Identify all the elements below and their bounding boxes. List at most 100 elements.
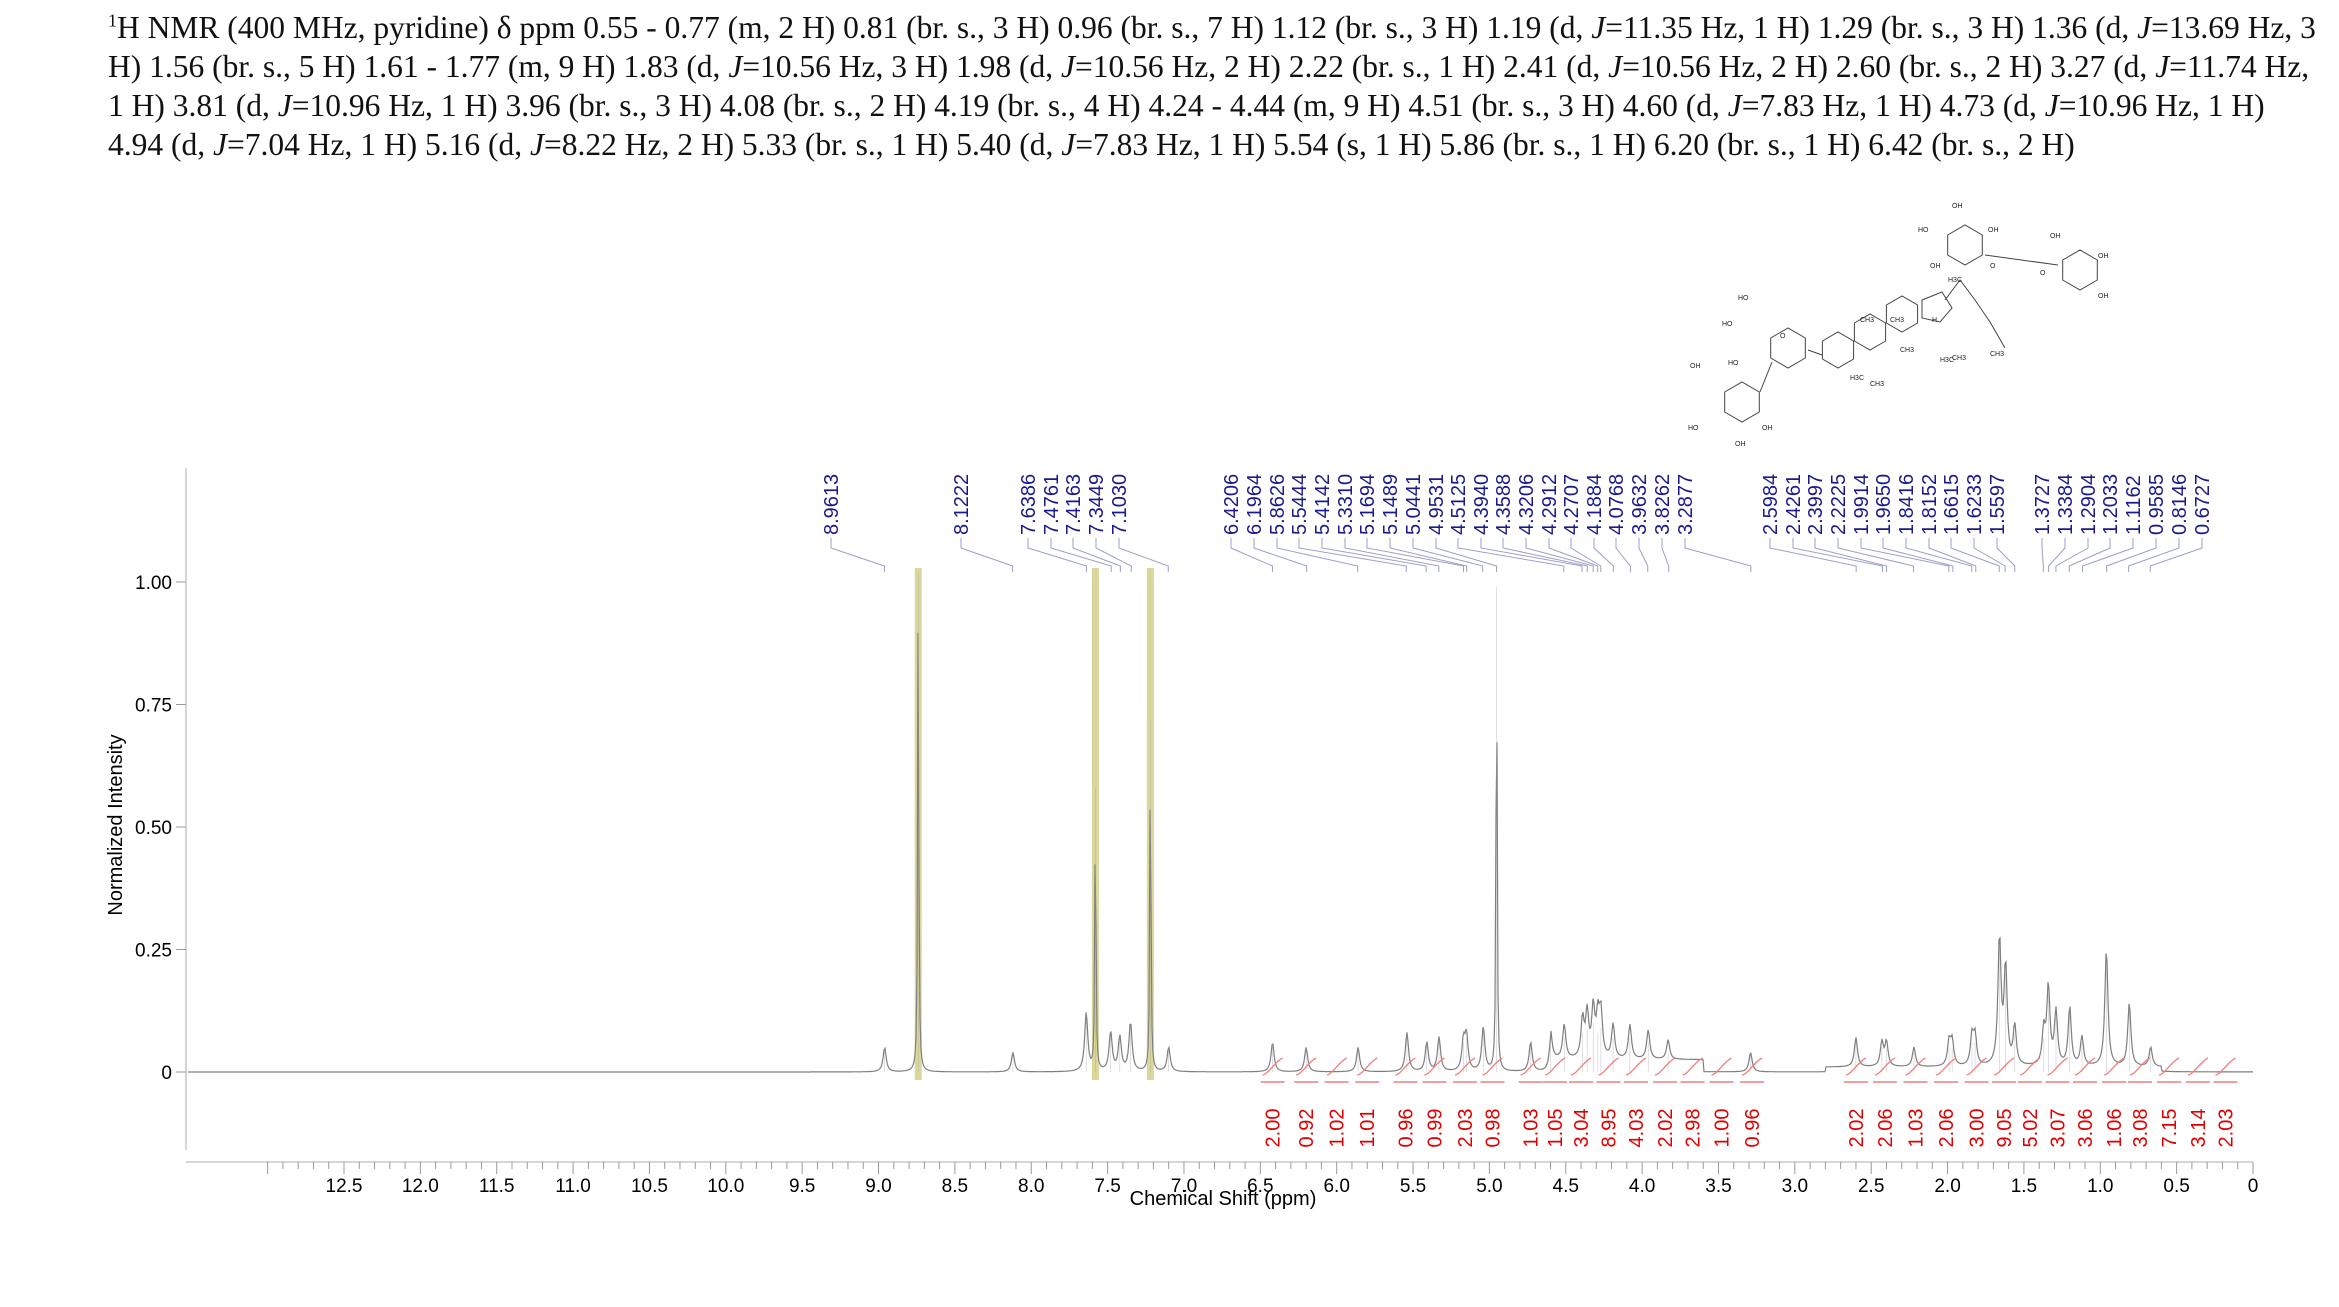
peak-leader-line [1860,538,1950,572]
structure-atom-label: OH [1735,441,1746,448]
x-tick-label: 12.0 [402,1176,439,1197]
peak-shift-label: 1.3384 [2055,474,2077,535]
integral-value-label: 2.98 [1683,1109,1705,1148]
structure-atom-label: OH [1690,363,1701,370]
peak-leader-line [1276,538,1359,572]
peak-shift-label: 0.8146 [2169,474,2191,535]
integral-curve [1395,1057,1416,1076]
coupling-constant-symbol: J [2155,49,2170,84]
peak-leader-line [2128,538,2180,572]
integral-curve [2129,1057,2151,1076]
integral-curve [1741,1057,1763,1076]
peak-leader-line [1814,538,1888,572]
coupling-constant-symbol: J [1061,127,1076,162]
peak-leader-line [2106,538,2157,572]
peak-leader-line [1253,538,1308,572]
peak-shift-label: 0.9585 [2146,474,2168,535]
peak-shift-label: 1.6233 [1964,474,1986,535]
spectrum-trace-group [188,572,2253,1073]
peak-leader-line [1928,538,1977,572]
integral-value-label: 2.02 [1655,1109,1677,1148]
integral-value-label: 1.06 [2104,1109,2126,1148]
peak-shift-label: 2.4261 [1783,474,1805,535]
integral-value-label: 2.02 [1846,1109,1868,1148]
x-tick-label: 4.5 [1553,1176,1579,1197]
peak-shift-label: 7.1030 [1109,474,1131,535]
peak-shift-label: 4.2912 [1539,474,1561,535]
y-tick-label: 0 [161,1063,172,1084]
peak-leader-line [1118,538,1169,572]
sugar-ring [1770,327,1806,369]
x-tick-label: 4.0 [1629,1176,1655,1197]
peak-leader-line [1684,538,1752,572]
integral-value-label: 1.01 [1357,1109,1379,1148]
peak-shift-label: 1.8416 [1896,474,1918,535]
peak-leader-line [1593,538,1614,572]
sugar-ring [1724,381,1760,423]
integral-value-label: 0.92 [1296,1109,1318,1148]
peak-shift-label: 5.0441 [1403,474,1425,535]
integral-curve [1966,1057,1987,1076]
integral-curve [1295,1057,1317,1076]
glycosidic-bond [1807,349,1823,356]
peak-leader-line [1570,538,1602,572]
structure-atom-label: HO [1728,360,1739,367]
peak-leader-line [1412,538,1484,572]
integral-curve [2047,1057,2068,1076]
integral-value-label: 0.96 [1742,1109,1764,1148]
integral-value-label: 8.95 [1599,1109,1621,1148]
glycosidic-bond [1984,254,2059,266]
nmr-description: 1H NMR (400 MHz, pyridine) δ ppm 0.55 - … [108,8,2323,164]
peak-shift-label: 4.3940 [1471,474,1493,535]
integral-curve [2074,1057,2096,1076]
x-axis-title: Chemical Shift (ppm) [1130,1188,1317,1210]
sugar-ring [2062,249,2098,291]
peak-leader-line [2055,538,2089,572]
peak-shift-label: 7.6386 [1018,474,1040,535]
coupling-constant-symbol: J [728,49,743,84]
peak-leader-line [2082,538,2134,572]
structure-atom-label: CH3 [1900,347,1914,354]
peak-shift-label: 4.3206 [1516,474,1538,535]
peak-shift-label: 7.4163 [1063,474,1085,535]
structure-atom-label: O [1780,333,1786,340]
x-tick-label: 1.5 [2011,1176,2037,1197]
x-tick-label: 8.0 [1018,1176,1044,1197]
integral-value-label: 3.00 [1967,1109,1989,1148]
peak-leader-line [1230,538,1273,572]
integral-curve [1935,1057,1957,1076]
integral-curve [1905,1057,1926,1076]
integral-curve [1993,1057,2015,1076]
x-tick-label: 7.0 [1171,1176,1197,1197]
coupling-constant-symbol: J [1061,49,1076,84]
peak-leader-line [1321,538,1427,572]
y-tick-label: 1.00 [135,573,172,594]
peak-leader-line [1882,538,1954,572]
integral-value-label: 7.15 [2159,1109,2181,1148]
header-text-segment: =10.96 Hz, 1 H) 3.96 (br. s., 3 H) 4.08 … [291,88,1728,123]
peak-leader-line [1027,538,1087,572]
x-tick-label: 1.0 [2087,1176,2113,1197]
structure-atom-label: H3C [1940,357,1954,364]
integral-curve [2019,1057,2041,1076]
structure-atom-label: H3C [1850,375,1864,382]
structure-atom-label: OH [1988,227,1999,234]
peak-shift-label: 1.8152 [1919,474,1941,535]
integral-curve [1424,1057,1445,1076]
integral-value-label: 2.03 [1455,1109,1477,1148]
peak-leader-line [2041,538,2044,572]
peak-leader-line [830,538,885,572]
spectrum-line [188,632,2253,1073]
peak-leader-line [1525,538,1594,572]
integral-curve [1625,1057,1647,1076]
peak-leader-line [1615,538,1631,572]
header-text-segment: =7.04 Hz, 1 H) 5.16 (d, [226,127,530,162]
peak-shift-label: 3.8262 [1652,474,1674,535]
header-text-segment: =13.69 Hz, 3 H) 1.56 (br. s., 5 H) 1.61 … [108,10,2316,84]
peak-shift-label: 3.9632 [1629,474,1651,535]
peak-shift-label: 4.1884 [1584,474,1606,535]
peak-shift-label: 6.1964 [1244,474,1266,535]
integral-curve [1326,1057,1348,1076]
integral-curve [2187,1057,2209,1076]
coupling-constant-symbol: J [213,127,227,162]
